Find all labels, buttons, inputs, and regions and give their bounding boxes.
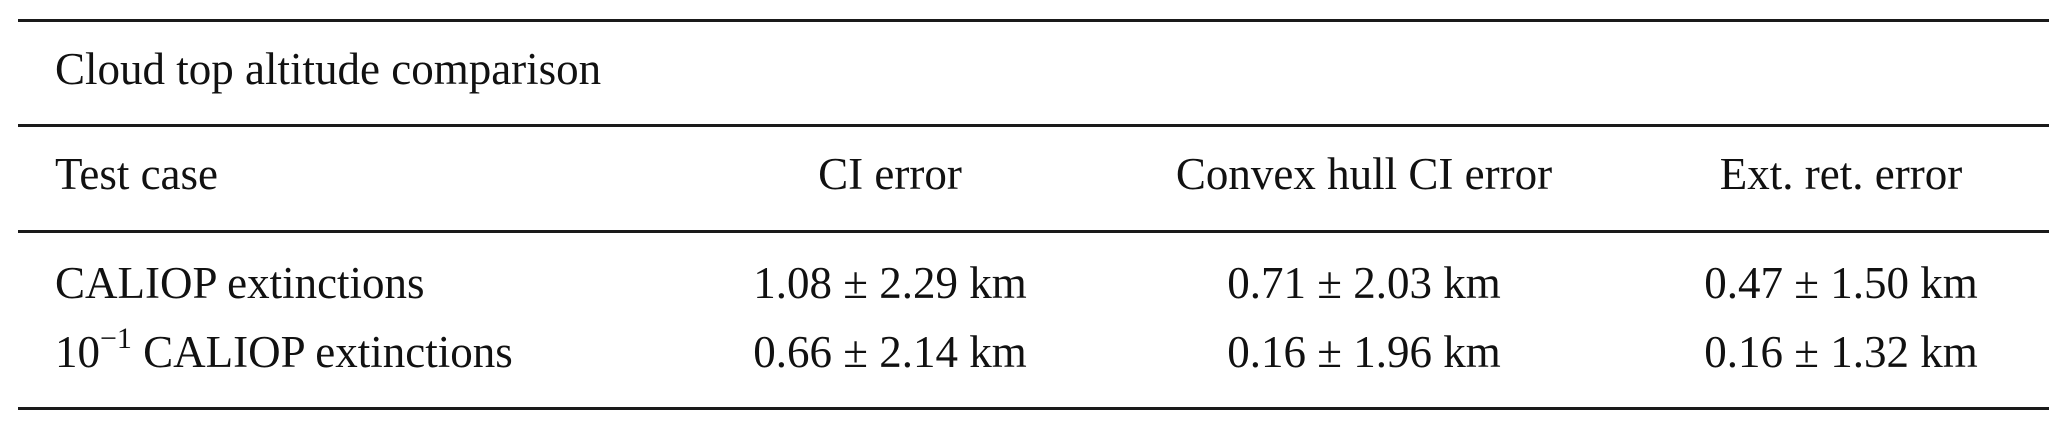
header-convex-hull-ci-error: Convex hull CI error xyxy=(1175,149,1553,199)
case-prefix: 10 xyxy=(55,327,100,377)
header-ext-ret-error: Ext. ret. error xyxy=(1719,149,1963,199)
case-exponent: −1 xyxy=(100,322,132,355)
header-rule xyxy=(18,230,2049,233)
top-rule xyxy=(18,19,2049,22)
table-row-2-ext-ret-error: 0.16 ± 1.32 km xyxy=(1704,327,1978,377)
table-row-2-case: 10−1 CALIOP extinctions xyxy=(55,324,513,377)
table-row-1-case: CALIOP extinctions xyxy=(55,258,425,308)
table-caption: Cloud top altitude comparison xyxy=(55,44,602,94)
case-label: CALIOP extinctions xyxy=(143,327,513,377)
header-test-case: Test case xyxy=(55,149,219,199)
caption-rule xyxy=(18,124,2049,127)
table-row-1-ci-error: 1.08 ± 2.29 km xyxy=(753,258,1027,308)
header-ci-error: CI error xyxy=(818,149,962,199)
table-row-1-ext-ret-error: 0.47 ± 1.50 km xyxy=(1704,258,1978,308)
bottom-rule xyxy=(18,407,2049,410)
table-row-2-convex-hull-ci-error: 0.16 ± 1.96 km xyxy=(1227,327,1501,377)
table-row-2-ci-error: 0.66 ± 2.14 km xyxy=(753,327,1027,377)
table-row-1-convex-hull-ci-error: 0.71 ± 2.03 km xyxy=(1227,258,1501,308)
